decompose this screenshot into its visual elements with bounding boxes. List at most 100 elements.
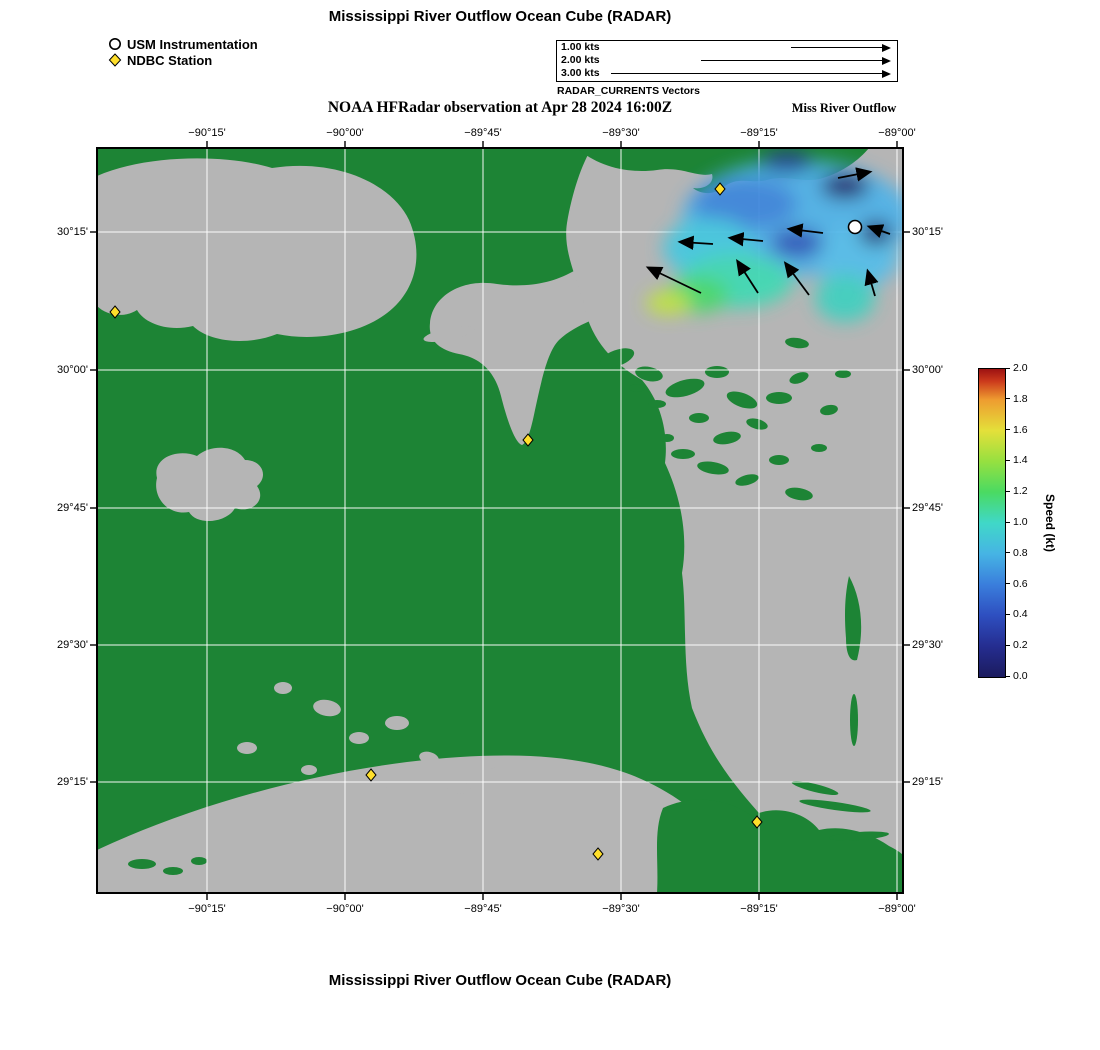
colorbar-tick-mark [1005,552,1010,554]
colorbar-tick-label: 0.4 [1013,608,1028,621]
map-frame [96,147,904,894]
x-axis-tick-label-bottom: −90°00' [326,903,364,915]
colorbar-tick-label: 1.4 [1013,454,1028,467]
lake-salvador [156,447,264,522]
current-vector-arrow [837,167,873,182]
colorbar-tick-mark [1005,490,1010,492]
y-axis-tick-label-left: 30°00' [57,364,88,376]
barrier-islets [128,857,207,875]
lake-pontchartrain [97,158,417,341]
y-axis-tick-label-left: 29°30' [57,639,88,651]
river-delta [657,799,903,893]
current-vector-arrow [783,261,810,296]
lake-borgne-bay [429,264,637,445]
colorbar-tick-mark [1005,675,1010,677]
current-vector-arrow [727,232,764,247]
scale-label-2kt: 2.00 kts [561,54,600,66]
x-axis-tick-label-top: −89°15' [740,127,778,139]
colorbar-tick-mark [1005,429,1010,431]
scale-arrow-1kt [791,42,891,53]
colorbar-tick-mark [1005,583,1010,585]
usm-circle-icon [109,38,121,50]
ndbc-station-marker [365,768,377,782]
page-title: Mississippi River Outflow Ocean Cube (RA… [328,8,672,25]
colorbar-tick-label: 1.0 [1013,516,1028,528]
vector-scale-row: 3.00 kts [557,67,897,80]
colorbar-tick-label: 2.0 [1013,362,1028,374]
legend-usm-label: USM Instrumentation [127,36,258,52]
colorbar-tick-label: 0.2 [1013,639,1028,652]
region-label: Miss River Outflow [791,101,897,115]
colorbar-gradient [978,368,1006,678]
vector-scale-caption: RADAR_CURRENTS Vectors [557,85,700,97]
ndbc-station-marker [109,305,121,319]
marsh-islands [599,337,851,501]
colorbar-tick-mark [1005,644,1010,646]
station-markers-and-vectors [109,167,891,861]
y-axis-tick-label-left: 30°15' [57,226,88,238]
usm-instrumentation-marker [847,219,863,235]
ndbc-station-marker [714,182,726,196]
current-vector-arrow [736,258,759,294]
colorbar-axis-label: Speed (kt) [1043,493,1057,552]
current-vector-arrow [645,266,702,294]
x-axis-tick-label-top: −89°45' [464,127,502,139]
mississippi-sound [566,148,903,893]
y-axis-tick-label-right: 30°00' [912,364,943,376]
observation-subtitle: NOAA HFRadar observation at Apr 28 2024 … [327,99,673,116]
colorbar-tick-mark [1005,367,1010,369]
x-axis-tick-label-top: −90°15' [188,127,226,139]
colorbar-tick-mark [1005,398,1010,400]
current-vector-arrow [786,223,824,238]
y-axis-tick-label-left: 29°45' [57,502,88,514]
ndbc-station-marker [751,815,763,829]
y-axis-tick-label-right: 29°30' [912,639,943,651]
y-axis-tick-label-right: 30°15' [912,226,943,238]
x-axis-tick-label-bottom: −89°00' [878,903,916,915]
colorbar-tick-mark [1005,613,1010,616]
coastal-land-details [128,148,903,893]
current-vector-arrow [866,224,891,238]
colorbar-tick-label: 0.0 [1013,670,1028,682]
x-axis-tick-label-bottom: −89°15' [740,903,778,915]
ndbc-diamond-icon [108,53,122,67]
y-axis-tick-label-right: 29°45' [912,502,943,514]
scale-arrow-3kt [611,68,891,79]
x-axis-tick-label-bottom: −89°45' [464,903,502,915]
colorbar-tick-label: 1.8 [1013,392,1028,405]
current-vector-arrow [677,235,714,250]
gulf-arc-region [97,755,760,893]
x-axis-tick-label-bottom: −90°15' [188,903,226,915]
current-vector-arrow [864,268,879,297]
chandeleur-islands [845,576,862,661]
scale-arrow-2kt [701,55,891,66]
x-axis-tick-label-top: −89°00' [878,127,916,139]
ndbc-station-marker [592,847,604,861]
frame-ticks [90,141,910,900]
ndbc-station-marker [522,433,534,447]
vector-scale-box: 1.00 kts 2.00 kts 3.00 kts [556,40,898,82]
legend-ndbc-label: NDBC Station [127,52,213,68]
vector-scale-row: 1.00 kts [557,41,897,54]
colorbar-tick-mark [1005,459,1010,462]
delta-fingers [791,694,889,841]
y-axis-tick-label-right: 29°15' [912,776,943,788]
colorbar-tick-label: 1.2 [1013,485,1028,498]
x-axis-tick-label-top: −89°30' [602,127,640,139]
colorbar-tick-label: 0.8 [1013,546,1028,559]
colorbar-tick-label: 0.6 [1013,577,1028,590]
scale-label-3kt: 3.00 kts [561,67,600,79]
scale-label-1kt: 1.00 kts [561,41,600,53]
station-legend: USM Instrumentation NDBC Station [108,36,258,68]
vector-scale-row: 2.00 kts [557,54,897,67]
x-axis-tick-label-bottom: −89°30' [602,903,640,915]
page-title-bottom: Mississippi River Outflow Ocean Cube (RA… [328,972,672,989]
colorbar-tick-label: 1.6 [1013,423,1028,436]
y-axis-tick-label-left: 29°15' [57,776,88,788]
legend-row-ndbc: NDBC Station [108,52,258,68]
map-plot [90,141,910,900]
legend-row-usm: USM Instrumentation [108,36,258,52]
x-axis-tick-label-top: −90°00' [326,127,364,139]
colorbar-tick-mark [1005,521,1010,523]
